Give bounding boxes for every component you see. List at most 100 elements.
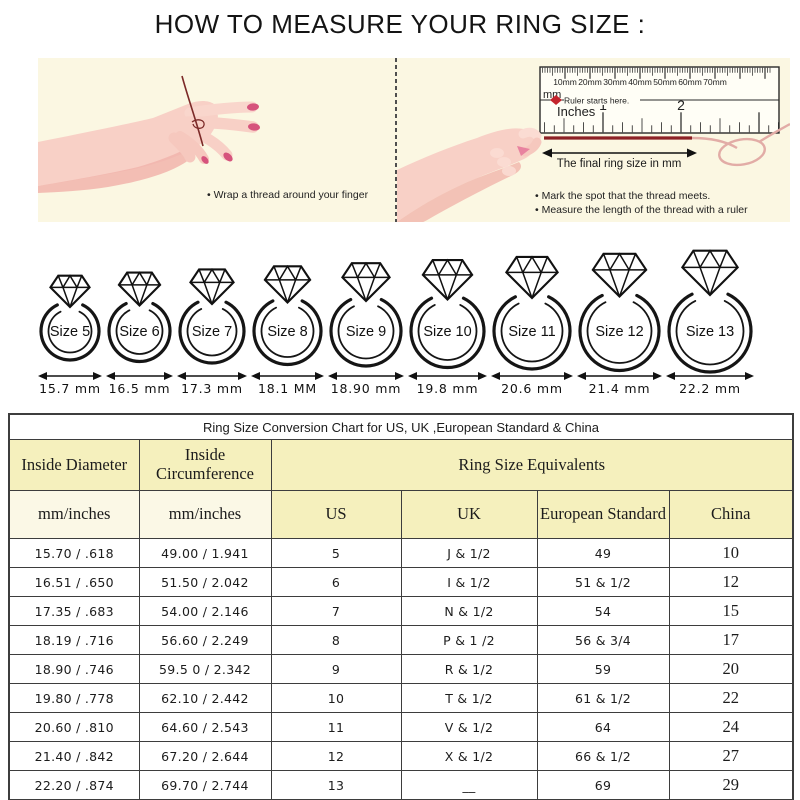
table-row: 16.51 / .650 51.50 / 2.042 6 I & 1/2 51 & 1/… xyxy=(8,567,794,597)
ring-size-label: Size 8 xyxy=(267,324,307,340)
arrow-head-left-icon xyxy=(577,372,586,380)
thread-knot xyxy=(191,119,205,129)
knuckle xyxy=(502,166,516,176)
table-cell: 10 xyxy=(668,538,794,568)
ruler-unit-inches: Inches xyxy=(557,104,596,119)
knuckle xyxy=(497,157,511,167)
ring-band xyxy=(178,300,246,365)
index-finger xyxy=(184,101,258,119)
thread-loop-exit xyxy=(758,122,790,144)
table-cell: 29 xyxy=(668,770,794,800)
table-cell: 59 xyxy=(536,654,670,684)
table-cell: 49 xyxy=(536,538,670,568)
table-cell: 27 xyxy=(668,741,794,771)
table-cell: 22 xyxy=(668,683,794,713)
header-inside-diameter: Inside Diameter xyxy=(8,439,140,491)
page-title: HOW TO MEASURE YOUR RING SIZE : xyxy=(154,9,646,39)
ring-band xyxy=(186,308,238,357)
arm-shade xyxy=(38,146,194,193)
ring-band xyxy=(47,310,93,354)
table-cell: 64 xyxy=(536,712,670,742)
table-cell: N & 1/2 xyxy=(400,596,538,626)
arrow-head-right-icon xyxy=(93,372,102,380)
diamond-facets xyxy=(264,264,311,303)
table-cell: 21.40 / .842 xyxy=(8,741,140,771)
table-cell: R & 1/2 xyxy=(400,654,538,684)
table-cell: X & 1/2 xyxy=(400,741,538,771)
table-cell: 12 xyxy=(668,567,794,597)
ruler-measure-illustration: 10mm20mm30mm40mm50mm60mm70mm12 mm Ruler … xyxy=(397,66,790,222)
header-european-standard: European Standard xyxy=(536,490,670,539)
arrow-head-left-icon xyxy=(408,372,417,380)
conversion-table: Ring Size Conversion Chart for US, UK ,E… xyxy=(8,413,795,800)
panel-divider xyxy=(395,58,397,222)
nail-middle xyxy=(248,123,260,131)
ring-size-label: Size 7 xyxy=(192,324,232,340)
diamond-icon xyxy=(591,252,648,298)
ring-band xyxy=(337,305,395,360)
diamond-icon xyxy=(189,268,235,306)
arrow-head-right-icon xyxy=(238,372,247,380)
arrow-head-left-icon xyxy=(177,372,186,380)
diamond-icon xyxy=(421,259,474,301)
ring-band xyxy=(107,301,172,364)
ruler-mm-label: 10mm xyxy=(553,77,577,87)
ring-diagram: Size 5 15.7 mm xyxy=(38,274,102,396)
table-cell: J & 1/2 xyxy=(400,538,538,568)
table-cell: 69.70 / 2.744 xyxy=(138,770,272,800)
ring-diameter-label: 17.3 mm xyxy=(181,381,243,396)
ring-band xyxy=(417,304,478,361)
diamond-facets xyxy=(50,274,90,308)
table-cell: 69 xyxy=(536,770,670,800)
header-us: US xyxy=(270,490,402,539)
arrow-head-left-icon xyxy=(491,372,500,380)
knuckle xyxy=(490,148,504,158)
ring-diameter-label: 21.4 mm xyxy=(589,381,651,396)
arrow-head-right-icon xyxy=(164,372,173,380)
table-row: 22.20 / .874 69.70 / 2.744 13 __ 69 29 xyxy=(8,770,794,800)
ruler-ticks: 10mm20mm30mm40mm50mm60mm70mm12 xyxy=(542,67,779,133)
table-cell: 54 xyxy=(536,596,670,626)
arm-shape xyxy=(397,128,537,222)
conversion-table-body: 15.70 / .618 49.00 / 1.941 5 J & 1/2 49 10 16.… xyxy=(8,538,794,800)
start-note-bg xyxy=(564,96,640,105)
header-ring-size-equivalents: Ring Size Equivalents xyxy=(270,439,794,491)
arrow-head-left-icon xyxy=(328,372,337,380)
ring-band xyxy=(675,299,745,366)
table-cell: 51.50 / 2.042 xyxy=(138,567,272,597)
table-cell: 15.70 / .618 xyxy=(8,538,140,568)
table-cell: 56.60 / 2.249 xyxy=(138,625,272,655)
ring-diagram: Size 7 17.3 mm xyxy=(177,267,247,396)
arrow-head-left-icon xyxy=(38,372,47,380)
table-cell: 56 & 3/4 xyxy=(536,625,670,655)
table-cell: 64.60 / 2.543 xyxy=(138,712,272,742)
diamond-icon xyxy=(680,249,740,297)
ring-band xyxy=(586,301,653,364)
table-cell: 17 xyxy=(668,625,794,655)
ring-diagram: Size 12 21.4 mm xyxy=(577,252,662,396)
instruction-panels: 10mm20mm30mm40mm50mm60mm70mm12 mm Ruler … xyxy=(38,58,790,222)
ruler-mm-label: 50mm xyxy=(653,77,677,87)
diamond-facets xyxy=(118,271,161,306)
arrow-head-right-icon xyxy=(315,372,324,380)
table-cell: V & 1/2 xyxy=(400,712,538,742)
table-cell: 20 xyxy=(668,654,794,684)
ring-size-label: Size 10 xyxy=(423,324,471,340)
ring-size-label: Size 11 xyxy=(508,324,555,340)
arrow-head-right-icon xyxy=(687,148,697,158)
diamond-facets xyxy=(506,255,558,299)
diamond-icon xyxy=(504,255,560,300)
arrow-head-left-icon xyxy=(542,148,552,158)
table-cell: 13 xyxy=(270,770,402,800)
ruler-start-note: Ruler starts here. xyxy=(564,96,629,106)
table-cell: 49.00 / 1.941 xyxy=(138,538,272,568)
table-cell: 19.80 / .778 xyxy=(8,683,140,713)
arrow-head-right-icon xyxy=(564,372,573,380)
header-diameter-units: mm/inches xyxy=(8,490,140,539)
table-cell: 6 xyxy=(270,567,402,597)
ring-band xyxy=(500,302,564,363)
ring-diameter-label: 19.8 mm xyxy=(417,381,479,396)
ring-diameter-label: 18.90 mm xyxy=(331,381,402,396)
table-cell: 11 xyxy=(270,712,402,742)
